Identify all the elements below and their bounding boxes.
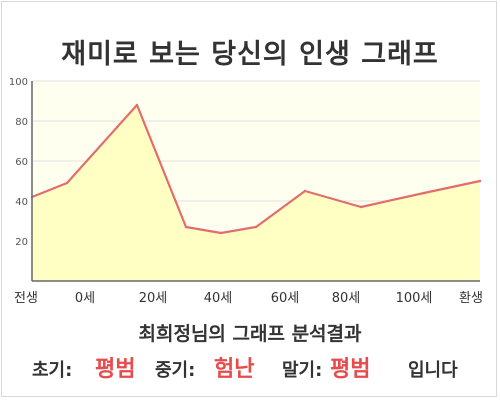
page-title: 재미로 보는 당신의 인생 그래프: [61, 39, 439, 70]
x-tick-label-5: 80세: [332, 291, 361, 306]
data-point-3: [184, 225, 188, 229]
result-title: 최희정님의 그래프 분석결과: [138, 323, 362, 345]
x-tick-label-0: 전생: [14, 291, 38, 306]
area-fill: [32, 105, 480, 281]
x-tick-label-7: 환생: [459, 291, 483, 306]
data-point-2: [135, 103, 139, 107]
middle-label: 중기:: [155, 360, 196, 381]
y-tick-label-20: 20: [15, 237, 28, 248]
y-tick-label-40: 40: [15, 197, 28, 208]
data-point-5: [254, 225, 258, 229]
late-label: 말기:: [282, 360, 323, 381]
x-tick-label-2: 20세: [139, 291, 168, 306]
y-tick-label-100: 100: [9, 77, 28, 88]
data-point-6: [303, 189, 307, 193]
early-value: 평범: [95, 357, 136, 382]
x-tick-label-3: 40세: [204, 291, 233, 306]
series-line: [31, 103, 481, 235]
middle-value: 험난: [214, 357, 255, 382]
y-tick-label-80: 80: [15, 117, 28, 128]
x-tick-label-6: 100세: [396, 291, 433, 306]
result-summary: 초기: 평범 중기: 험난 말기: 평범 입니다: [0, 348, 500, 382]
x-tick-label-1: 0세: [75, 291, 95, 306]
x-tick-label-4: 60세: [271, 291, 300, 306]
early-label: 초기:: [32, 360, 73, 381]
late-value: 평범: [330, 357, 371, 382]
data-point-9: [478, 179, 482, 183]
data-point-4: [219, 231, 223, 235]
data-point-1: [65, 181, 69, 185]
data-point-7: [359, 205, 363, 209]
data-point-8: [422, 191, 426, 195]
y-tick-label-60: 60: [15, 157, 28, 168]
result-ending: 입니다: [408, 360, 458, 381]
